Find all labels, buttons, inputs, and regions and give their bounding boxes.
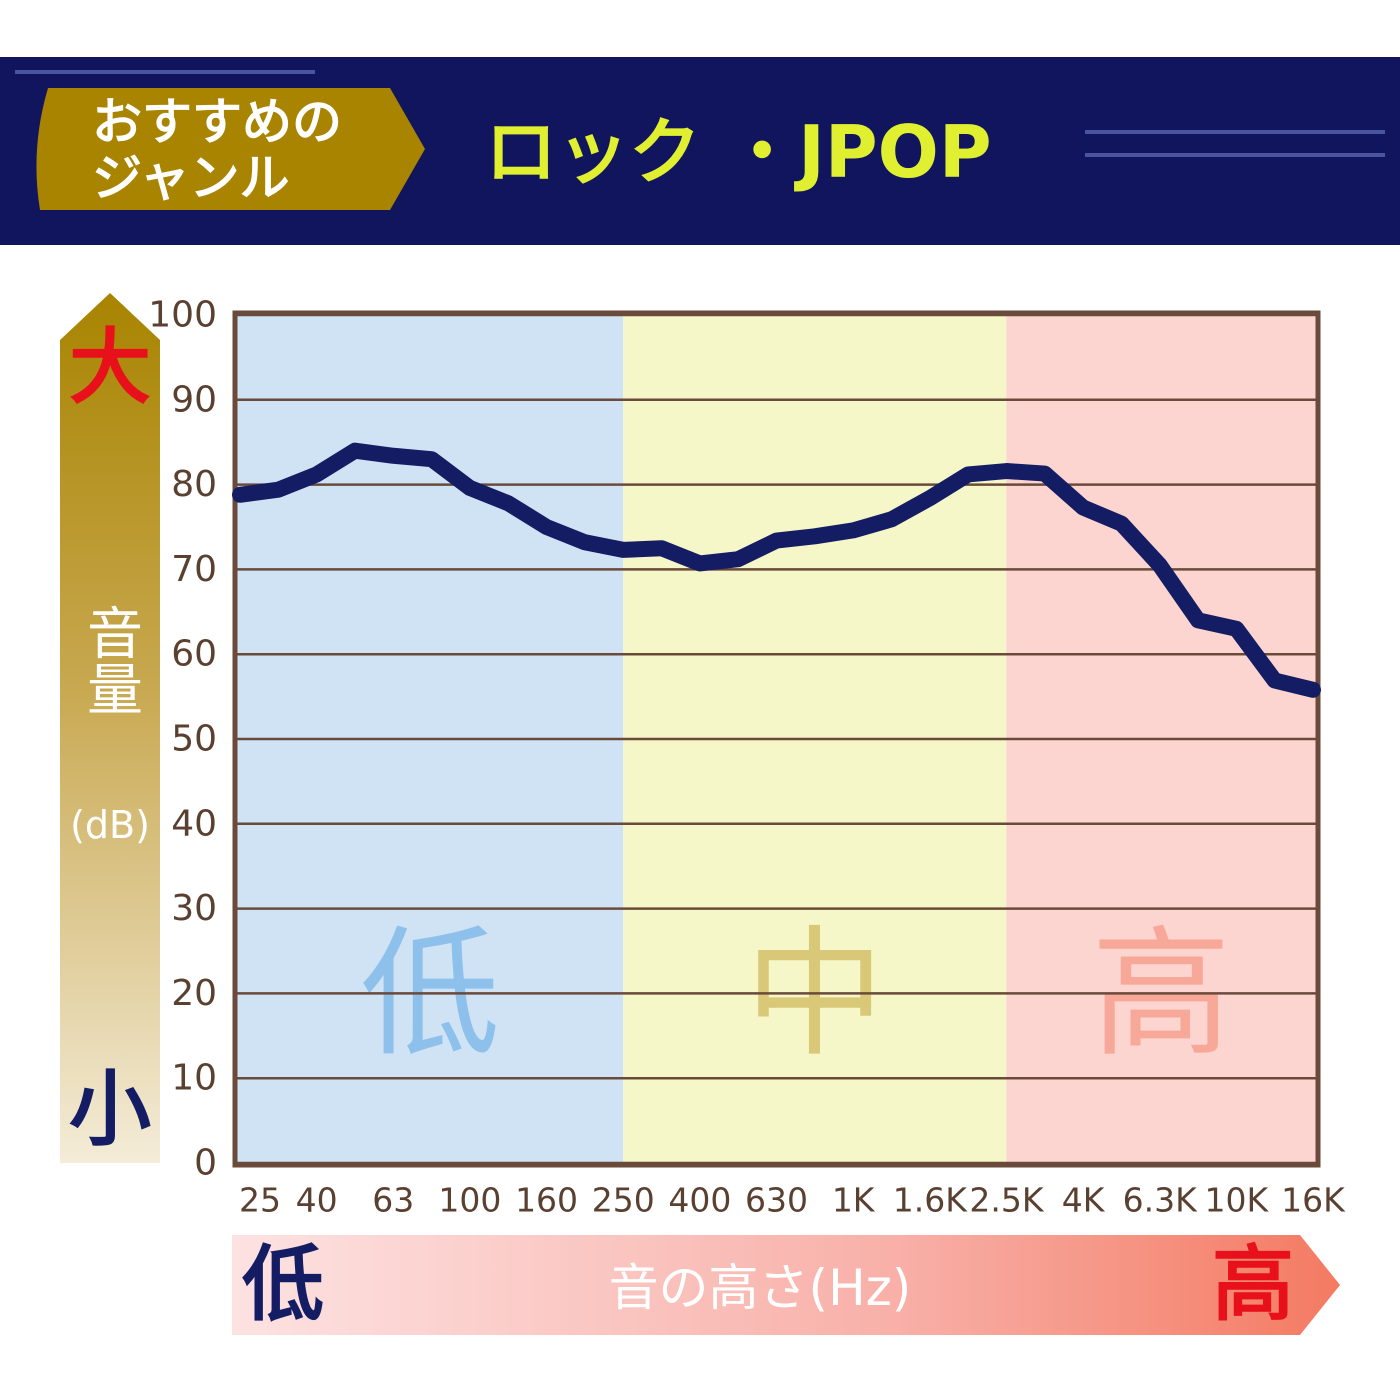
title: ロック ・JPOP	[485, 110, 992, 194]
x-tick-label: 160	[515, 1181, 578, 1220]
badge-text: おすすめの	[92, 93, 342, 151]
x-tick-label: 6.3K	[1123, 1181, 1198, 1220]
x-tick-label: 100	[438, 1181, 501, 1220]
x-tick-label: 63	[372, 1181, 414, 1220]
y-tick-label: 40	[171, 803, 217, 844]
y-tick-label: 20	[171, 973, 217, 1014]
x-tick-label: 1K	[832, 1181, 876, 1220]
y-axis-label: 音量	[78, 604, 143, 716]
x-tick-label: 25	[239, 1181, 281, 1220]
band-label: 低	[360, 914, 500, 1077]
x-tick-label: 1.6K	[893, 1181, 968, 1220]
x-tick-label: 10K	[1205, 1181, 1270, 1220]
y-tick-label: 10	[171, 1058, 217, 1099]
x-tick-label: 400	[668, 1181, 731, 1220]
y-tick-label: 90	[171, 379, 217, 420]
y-axis-unit: (dB)	[70, 803, 150, 847]
x-axis-right: 高	[1212, 1238, 1294, 1333]
y-axis-bottom: 小	[69, 1063, 151, 1158]
plot-frame	[232, 310, 1321, 1168]
y-tick-label: 30	[171, 888, 217, 929]
x-axis-left: 低	[242, 1238, 324, 1333]
y-tick-label: 80	[171, 464, 217, 505]
band-label: 高	[1091, 914, 1231, 1077]
x-tick-label: 16K	[1281, 1181, 1346, 1220]
y-tick-label: 60	[171, 634, 217, 675]
y-tick-label: 50	[171, 719, 217, 760]
x-tick-label: 2.5K	[969, 1181, 1044, 1220]
x-tick-label: 4K	[1062, 1181, 1106, 1220]
y-arrow	[60, 293, 160, 1163]
x-tick-label: 250	[592, 1181, 655, 1220]
y-axis-top: 大	[69, 321, 151, 416]
y-tick-label: 100	[148, 295, 217, 336]
badge-text: ジャンル	[92, 149, 290, 207]
y-tick-label: 70	[171, 549, 217, 590]
x-tick-label: 40	[296, 1181, 338, 1220]
band-label: 中	[745, 914, 885, 1077]
x-arrow	[232, 1235, 1340, 1335]
badge	[36, 88, 426, 210]
x-tick-label: 630	[745, 1181, 808, 1220]
x-axis-label: 音の高さ(Hz)	[609, 1259, 912, 1317]
y-tick-label: 0	[194, 1143, 217, 1184]
series-line	[232, 442, 1321, 698]
